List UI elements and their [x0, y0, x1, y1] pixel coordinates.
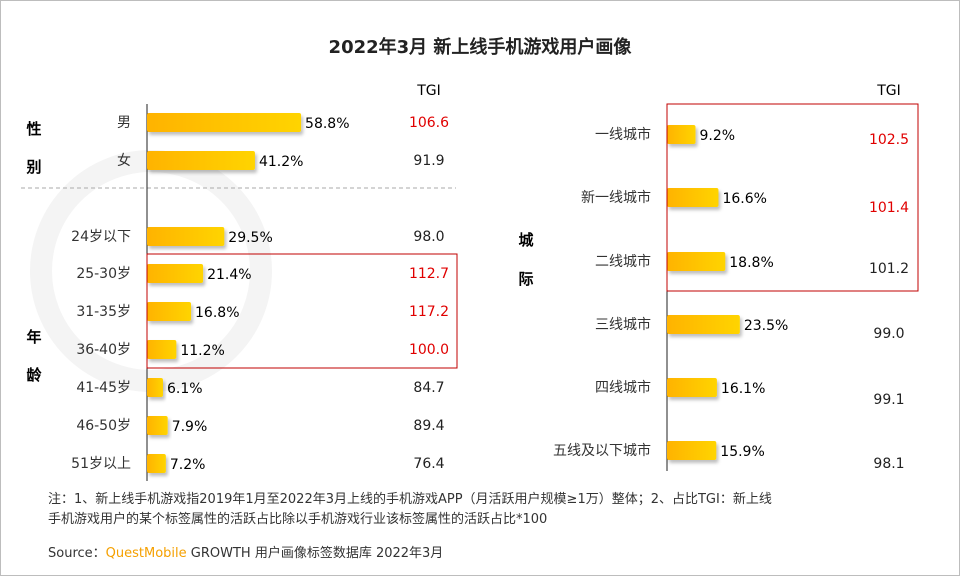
bar	[147, 454, 166, 473]
bar	[147, 264, 204, 283]
bar	[147, 416, 168, 435]
value-label: 16.6%	[722, 191, 766, 207]
value-label: 58.8%	[305, 116, 349, 132]
tgi-value: 91.9	[413, 153, 444, 169]
group-label: 龄	[26, 366, 42, 384]
value-label: 18.8%	[729, 255, 773, 271]
value-label: 23.5%	[744, 318, 788, 334]
note-line-2: 手机游戏用户的某个标签属性的活跃占比除以手机游戏行业该标签属性的活跃占比*100	[48, 512, 548, 527]
highlight-box	[146, 253, 458, 369]
category-label: 一线城市	[595, 126, 651, 143]
bar	[667, 315, 740, 334]
group-label: 性	[26, 120, 41, 138]
value-label: 21.4%	[207, 267, 251, 283]
category-label: 25-30岁	[76, 266, 131, 282]
tgi-value: 98.0	[413, 229, 444, 245]
highlight-box	[666, 103, 919, 292]
group-label: 年	[26, 328, 41, 346]
category-label: 二线城市	[595, 253, 651, 270]
bar	[147, 113, 302, 132]
group-label: 际	[518, 270, 533, 288]
bar	[667, 378, 717, 397]
category-label: 46-50岁	[76, 418, 131, 434]
category-label: 41-45岁	[76, 380, 131, 396]
tgi-value: 102.5	[869, 132, 909, 148]
category-label: 三线城市	[595, 316, 651, 333]
category-label: 31-35岁	[76, 304, 131, 320]
tgi-value: 84.7	[413, 380, 444, 396]
tgi-value: 98.1	[873, 456, 904, 472]
category-label: 新一线城市	[581, 189, 651, 206]
chart-title: 2022年3月 新上线手机游戏用户画像	[328, 37, 632, 58]
source-line: Source：QuestMobile GROWTH 用户画像标签数据库 2022…	[48, 542, 443, 561]
bar	[667, 125, 696, 144]
tgi-value: 112.7	[409, 266, 449, 282]
source-prefix: Source：	[48, 546, 106, 561]
category-label: 24岁以下	[71, 229, 131, 245]
tgi-value: 100.0	[409, 342, 449, 358]
category-label: 男	[117, 115, 131, 131]
category-label: 51岁以上	[71, 456, 131, 472]
tgi-value: 89.4	[413, 418, 444, 434]
category-label: 36-40岁	[76, 342, 131, 358]
group-label: 别	[25, 158, 41, 176]
bar	[667, 441, 717, 460]
bar	[147, 378, 163, 397]
tgi-header: TGI	[416, 83, 441, 99]
value-label: 6.1%	[167, 381, 203, 397]
value-label: 16.1%	[721, 381, 765, 397]
category-label: 四线城市	[595, 379, 651, 396]
bar	[147, 302, 192, 321]
tgi-value: 99.0	[873, 326, 904, 342]
value-label: 15.9%	[720, 444, 764, 460]
bar	[147, 340, 177, 359]
tgi-header: TGI	[876, 83, 901, 99]
bar	[147, 227, 225, 246]
category-label: 五线及以下城市	[553, 442, 651, 459]
value-label: 11.2%	[180, 343, 224, 359]
source-brand: QuestMobile	[105, 546, 187, 561]
tgi-value: 117.2	[409, 304, 449, 320]
value-label: 7.9%	[172, 419, 208, 435]
tgi-value: 76.4	[413, 456, 444, 472]
value-label: 16.8%	[195, 305, 239, 321]
tgi-value: 99.1	[873, 392, 904, 408]
value-label: 41.2%	[259, 154, 303, 170]
bar	[147, 151, 255, 170]
category-label: 女	[117, 152, 131, 169]
bar	[667, 252, 726, 271]
source-rest: GROWTH 用户画像标签数据库 2022年3月	[186, 546, 444, 561]
group-label: 城	[518, 231, 533, 249]
tgi-value: 101.2	[869, 261, 909, 277]
value-label: 9.2%	[700, 128, 736, 144]
value-label: 29.5%	[228, 230, 272, 246]
tgi-value: 106.6	[409, 115, 449, 131]
value-label: 7.2%	[170, 457, 206, 473]
tgi-value: 101.4	[869, 200, 909, 216]
note-line-1: 注：1、新上线手机游戏指2019年1月至2022年3月上线的手机游戏APP（月活…	[48, 492, 772, 507]
bar	[667, 188, 719, 207]
